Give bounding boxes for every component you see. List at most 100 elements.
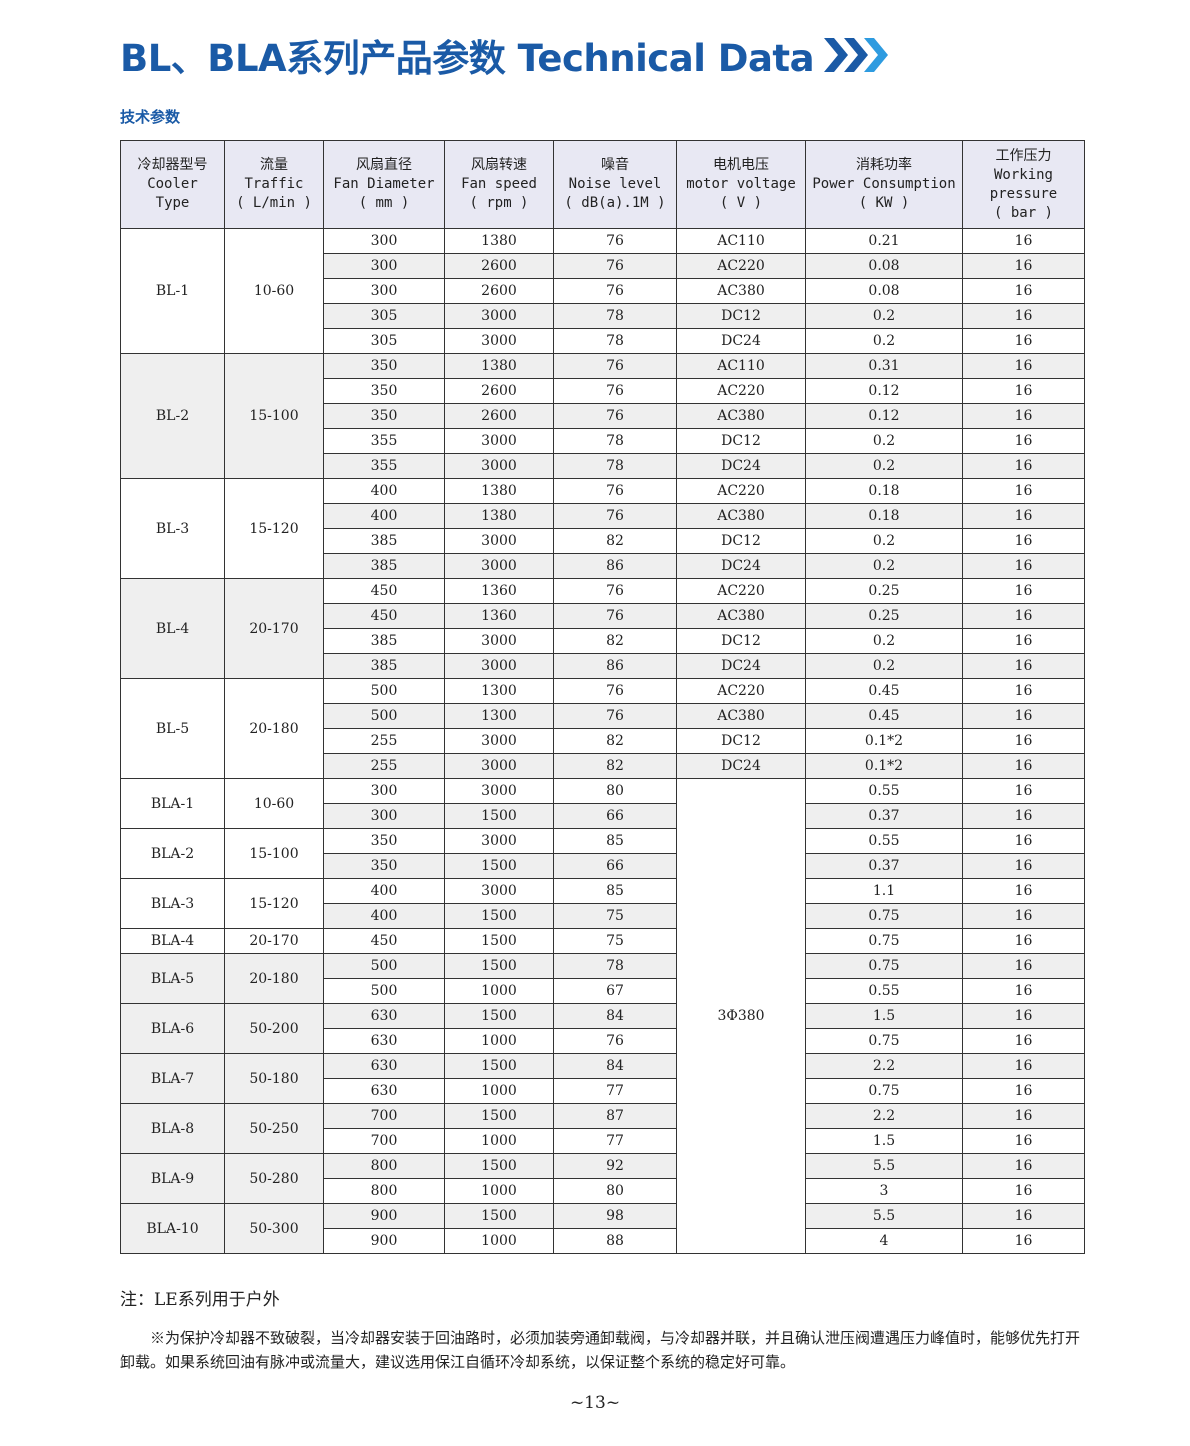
fan-speed-cell: 1500 xyxy=(444,1103,554,1129)
working-pressure-cell: 16 xyxy=(962,928,1085,954)
fan-speed-cell: 3000 xyxy=(444,828,554,854)
fan-diameter-cell: 350 xyxy=(323,353,445,379)
fan-speed-cell: 1500 xyxy=(444,1003,554,1029)
working-pressure-cell: 16 xyxy=(962,1203,1085,1229)
fan-diameter-cell: 500 xyxy=(323,678,445,704)
noise-level-cell: 82 xyxy=(553,528,677,554)
warning-paragraph: ※为保护冷却器不致破裂，当冷却器安装于回油路时，必须加装旁通卸载阀，与冷却器并联… xyxy=(120,1329,1081,1371)
working-pressure-cell: 16 xyxy=(962,1228,1085,1254)
working-pressure-cell: 16 xyxy=(962,853,1085,879)
power-consumption-cell: 0.21 xyxy=(805,228,963,254)
working-pressure-cell: 16 xyxy=(962,903,1085,929)
table-row: BLA-8 50-250 700 1500 87 2.2 16 xyxy=(120,1103,1085,1154)
working-pressure-cell: 16 xyxy=(962,653,1085,679)
table-row: BL-3 15-120 400 1380 76 AC220 0.18 16 xyxy=(120,478,1085,579)
motor-voltage-cell: AC380 xyxy=(676,403,806,429)
table-row: 350 2600 76 AC220 0.12 16 xyxy=(121,378,1085,404)
noise-level-cell: 66 xyxy=(553,803,677,829)
column-header-line: Traffic xyxy=(244,176,304,192)
fan-diameter-cell: 800 xyxy=(323,1178,445,1204)
working-pressure-cell: 16 xyxy=(962,253,1085,279)
column-header-line: 风扇转速 xyxy=(471,157,527,173)
noise-level-cell: 84 xyxy=(553,1053,677,1079)
cooler-type-cell: BLA-7 xyxy=(120,1053,225,1104)
fan-speed-cell: 3000 xyxy=(444,778,554,804)
fan-speed-cell: 3000 xyxy=(444,528,554,554)
column-header-line: Fan Diameter xyxy=(333,176,435,192)
power-consumption-cell: 0.18 xyxy=(805,503,963,529)
power-consumption-cell: 0.12 xyxy=(805,403,963,429)
fan-speed-cell: 1000 xyxy=(444,1228,554,1254)
table-row: 630 1000 76 0.75 16 xyxy=(121,1028,1085,1054)
cooler-type-cell: BLA-9 xyxy=(120,1153,225,1204)
working-pressure-cell: 16 xyxy=(962,453,1085,479)
note: 注：LE系列用于户外 xyxy=(120,1290,280,1310)
noise-level-cell: 77 xyxy=(553,1128,677,1154)
noise-level-cell: 78 xyxy=(553,453,677,479)
noise-level-cell: 76 xyxy=(553,403,677,429)
table-row: BLA-1 10-60 300 3000 80 3Φ380 0.55 16 xyxy=(120,778,1085,1254)
fan-speed-cell: 1500 xyxy=(444,1153,554,1179)
cooler-type-cell: BLA-3 xyxy=(120,878,225,929)
power-consumption-cell: 0.37 xyxy=(805,803,963,829)
working-pressure-cell: 16 xyxy=(962,628,1085,654)
noise-level-cell: 76 xyxy=(553,703,677,729)
fan-speed-cell: 3000 xyxy=(444,753,554,779)
working-pressure-cell: 16 xyxy=(962,278,1085,304)
cooler-type-cell: BL-1 xyxy=(120,228,225,354)
column-header-line: Fan speed xyxy=(461,176,537,192)
power-consumption-cell: 5.5 xyxy=(805,1203,963,1229)
fan-diameter-cell: 300 xyxy=(323,228,445,254)
fan-diameter-cell: 300 xyxy=(323,778,445,804)
noise-level-cell: 80 xyxy=(553,1178,677,1204)
table-row: 700 1000 77 1.5 16 xyxy=(121,1128,1085,1154)
noise-level-cell: 76 xyxy=(553,1028,677,1054)
cooler-type-cell: BLA-2 xyxy=(120,828,225,879)
cooler-type-cell: BL-5 xyxy=(120,678,225,779)
table-row: BLA-3 15-120 400 3000 85 1.1 16 xyxy=(120,878,1085,929)
fan-diameter-cell: 255 xyxy=(323,728,445,754)
page-title: BL、BLA系列产品参数 Technical Data xyxy=(120,28,890,82)
power-consumption-cell: 0.2 xyxy=(805,303,963,329)
fan-diameter-cell: 450 xyxy=(323,928,445,954)
fan-speed-cell: 3000 xyxy=(444,453,554,479)
fan-diameter-cell: 400 xyxy=(323,478,445,504)
column-header: 冷却器型号 Cooler Type xyxy=(120,140,225,229)
column-header-line: ( KW ) xyxy=(858,195,910,211)
noise-level-cell: 85 xyxy=(553,878,677,904)
fan-diameter-cell: 385 xyxy=(323,628,445,654)
power-consumption-cell: 0.55 xyxy=(805,978,963,1004)
power-consumption-cell: 0.25 xyxy=(805,578,963,604)
power-consumption-cell: 0.2 xyxy=(805,553,963,579)
table-row: BL-4 20-170 450 1360 76 AC220 0.25 16 xyxy=(120,578,1085,679)
power-consumption-cell: 4 xyxy=(805,1228,963,1254)
noise-level-cell: 82 xyxy=(553,753,677,779)
column-header-line: Type xyxy=(155,195,190,211)
page-title-text: BL、BLA系列产品参数 Technical Data xyxy=(120,37,815,80)
working-pressure-cell: 16 xyxy=(962,378,1085,404)
motor-voltage-cell: AC110 xyxy=(676,228,806,254)
table-row: 900 1000 88 4 16 xyxy=(121,1228,1085,1254)
fan-diameter-cell: 355 xyxy=(323,453,445,479)
fan-diameter-cell: 450 xyxy=(323,603,445,629)
noise-level-cell: 77 xyxy=(553,1078,677,1104)
power-consumption-cell: 5.5 xyxy=(805,1153,963,1179)
traffic-cell: 10-60 xyxy=(224,778,324,829)
fan-speed-cell: 2600 xyxy=(444,278,554,304)
cooler-type-cell: BLA-1 xyxy=(120,778,225,829)
cooler-type-cell: BLA-8 xyxy=(120,1103,225,1154)
working-pressure-cell: 16 xyxy=(962,353,1085,379)
motor-voltage-cell: DC24 xyxy=(676,653,806,679)
motor-voltage-cell: AC380 xyxy=(676,503,806,529)
traffic-cell: 15-100 xyxy=(224,353,324,479)
fan-diameter-cell: 255 xyxy=(323,753,445,779)
table-row: 800 1000 80 3 16 xyxy=(121,1178,1085,1204)
traffic-cell: 20-170 xyxy=(224,578,324,679)
column-header-line: ( rpm ) xyxy=(469,195,529,211)
motor-voltage-cell: AC220 xyxy=(676,578,806,604)
power-consumption-cell: 1.5 xyxy=(805,1003,963,1029)
fan-diameter-cell: 700 xyxy=(323,1103,445,1129)
fan-speed-cell: 1500 xyxy=(444,928,554,954)
noise-level-cell: 78 xyxy=(553,953,677,979)
table-row: BLA-10 50-300 900 1500 98 5.5 16 xyxy=(120,1203,1085,1254)
